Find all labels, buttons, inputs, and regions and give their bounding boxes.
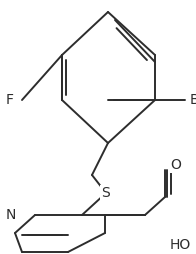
Text: F: F	[6, 93, 14, 107]
Text: HO: HO	[170, 238, 191, 252]
Text: N: N	[6, 208, 16, 222]
Text: S: S	[102, 186, 110, 200]
Text: Br: Br	[190, 93, 196, 107]
Text: O: O	[170, 158, 181, 172]
